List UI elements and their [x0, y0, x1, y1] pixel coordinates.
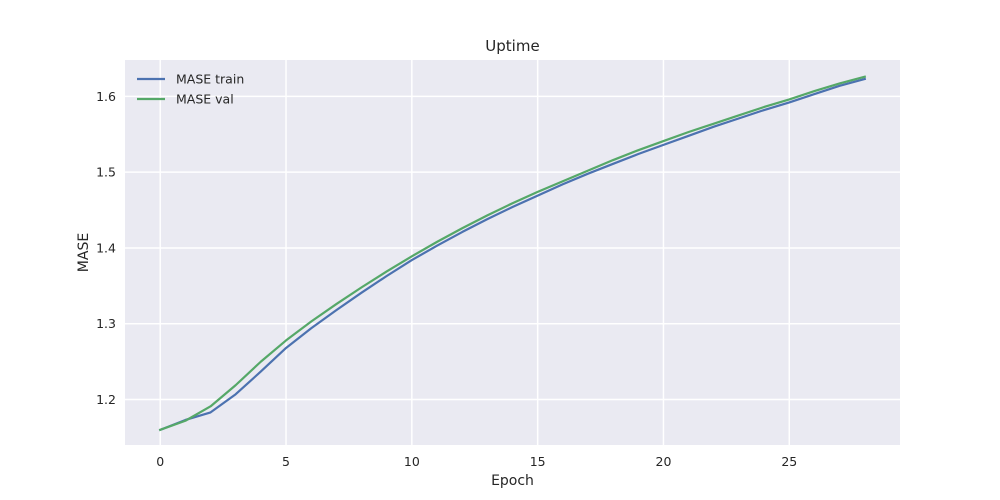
tick-labels: 0 5 10 15 20 25 1.2 1.3 1.4 1.5 1.6 [96, 89, 797, 469]
series-line-2 [158, 75, 867, 432]
x-tick-label: 25 [781, 454, 797, 469]
legend: MASE train MASE val [137, 72, 244, 107]
x-tick-label: 5 [282, 454, 290, 469]
y-tick-label: 1.2 [96, 392, 116, 407]
series-line-1 [158, 77, 867, 432]
chart-title: Uptime [485, 37, 539, 55]
y-axis-label: MASE [76, 233, 92, 272]
series-lines [158, 75, 867, 432]
y-tick-label: 1.4 [96, 240, 116, 255]
legend-label: MASE train [176, 72, 244, 87]
y-tick-label: 1.5 [96, 165, 116, 180]
x-tick-label: 10 [404, 454, 420, 469]
y-tick-label: 1.6 [96, 89, 116, 104]
x-tick-label: 0 [156, 454, 164, 469]
plot-area [125, 60, 900, 445]
y-tick-label: 1.3 [96, 316, 116, 331]
grid-lines [125, 60, 900, 445]
x-axis-label: Epoch [491, 473, 534, 489]
x-tick-label: 15 [530, 454, 546, 469]
x-tick-label: 20 [656, 454, 672, 469]
legend-label: MASE val [176, 92, 234, 107]
